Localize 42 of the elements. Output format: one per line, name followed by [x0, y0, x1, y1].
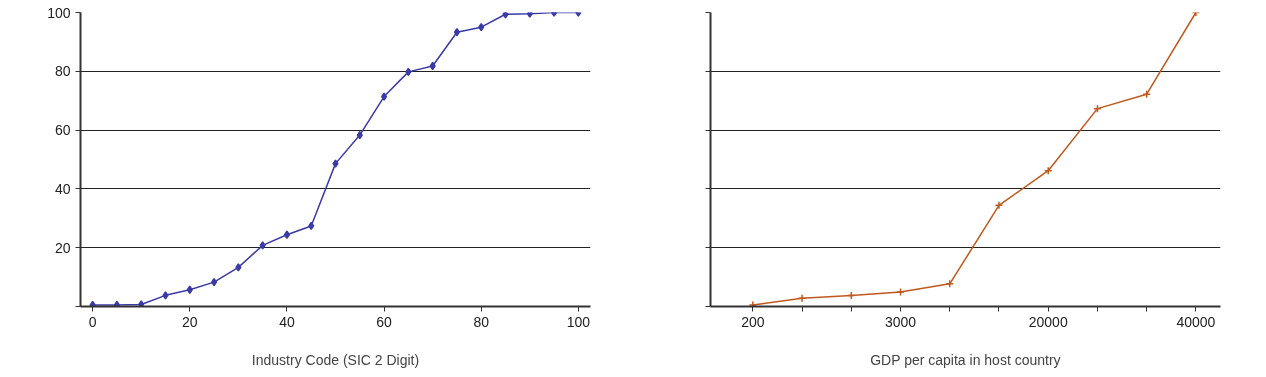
point	[453, 27, 461, 37]
point	[356, 130, 363, 140]
x-tick-label: 3000	[884, 313, 917, 330]
x-tick-label: 20000	[1028, 313, 1068, 330]
x-tick-label: 100	[566, 313, 591, 330]
point	[1142, 89, 1151, 99]
point	[405, 67, 412, 77]
y-tick-label: 40	[54, 180, 71, 197]
x-tick-label: 20	[182, 313, 198, 330]
point	[478, 22, 485, 32]
point	[89, 300, 96, 307]
point	[113, 300, 121, 307]
point	[945, 279, 954, 289]
x-axis-title: Industry Code (SIC 2 Digit)	[251, 351, 420, 368]
y-tick-label: 20	[54, 239, 71, 256]
point	[896, 287, 905, 297]
point	[259, 241, 266, 250]
point	[210, 277, 218, 287]
y-tick-label: 60	[54, 122, 71, 139]
point	[332, 159, 339, 168]
x-tick-label: 80	[473, 313, 490, 330]
point	[380, 92, 388, 101]
point	[994, 201, 1004, 210]
point	[1043, 166, 1053, 175]
x-tick-label: 40	[279, 313, 295, 330]
x-tick-label: 40000	[1176, 313, 1216, 330]
point	[308, 221, 315, 231]
point	[162, 291, 169, 300]
point	[283, 230, 291, 240]
point	[797, 294, 807, 303]
y-tick-label: 100	[47, 4, 71, 21]
x-tick-label: 0	[88, 313, 97, 330]
x-tick-label: 200	[741, 313, 765, 330]
point	[186, 285, 193, 294]
x-axis-title: GDP per capita in host country	[870, 351, 1061, 368]
point	[235, 263, 242, 272]
point	[502, 12, 509, 19]
point	[429, 61, 436, 71]
y-tick-label: 80	[54, 63, 71, 80]
point	[526, 12, 533, 18]
x-tick-label: 60	[376, 313, 393, 330]
point	[138, 300, 145, 307]
